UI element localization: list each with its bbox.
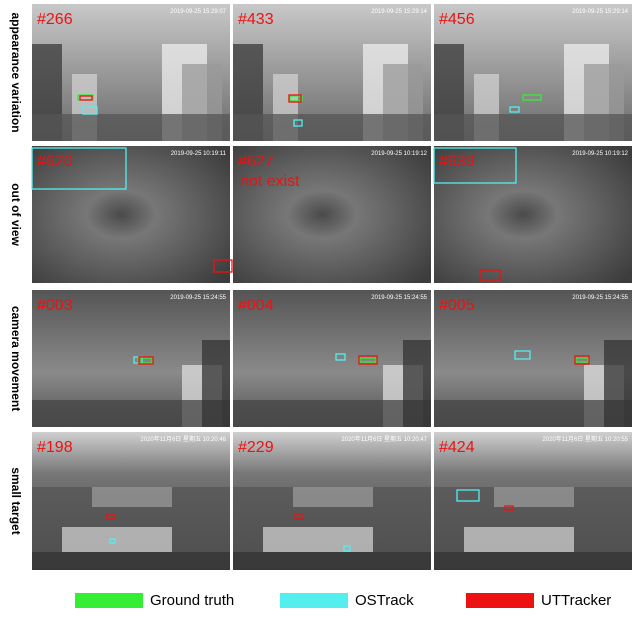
frame-panel: 2019-09-25 10:19:11 #620 [32, 146, 230, 283]
frame-panel: 2019-09-25 15:29:14 #456 [434, 4, 632, 141]
frame-panel: 2019-09-25 15:29:07 #266 [32, 4, 230, 141]
figure: appearance variation 2019-09-25 15:29:07 #… [0, 0, 637, 613]
timestamp: 2019-09-25 10:19:11 [171, 151, 227, 157]
scene-shape [403, 340, 431, 427]
frame-panel: 2019-09-25 15:29:14 #433 [233, 4, 431, 141]
frame-panel: 2019-09-25 10:19:12 #639 [434, 146, 632, 283]
legend-label: Ground truth [150, 592, 234, 609]
legend-label: OSTrack [355, 592, 414, 609]
row-label: camera movement [9, 306, 23, 411]
timestamp: 2019-09-25 15:29:14 [572, 9, 628, 15]
timestamp: 2020年11月6日 星期五 10:20:55 [542, 435, 628, 443]
frame-panel: 2020年11月6日 星期五 10:20:46 #198 [32, 432, 230, 570]
scene-shape [233, 552, 431, 570]
scene-shape [32, 400, 230, 427]
scene-shape [434, 400, 632, 427]
scene-shape [32, 114, 230, 141]
scene-shape [293, 487, 373, 507]
scene-shape [202, 340, 230, 427]
frame-id: #005 [439, 297, 475, 314]
timestamp: 2020年11月6日 星期五 10:20:46 [140, 435, 226, 443]
frame-panel: 2019-09-25 10:19:12 #627 not exist [233, 146, 431, 283]
scene-shape [233, 114, 431, 141]
scene-shape [263, 527, 373, 552]
frame-id: #424 [439, 439, 475, 456]
scene-shape [464, 527, 574, 552]
frame-panel: 2019-09-25 15:24:55 #003 [32, 290, 230, 427]
page: appearance variation 2019-09-25 15:29:07 #… [0, 0, 637, 613]
timestamp: 2020年11月6日 星期五 10:20:47 [341, 435, 427, 443]
row-label: out of view [9, 183, 23, 246]
legend-swatch [75, 593, 143, 608]
legend-swatch [466, 593, 534, 608]
frame-panel: 2020年11月6日 星期五 10:20:47 #229 [233, 432, 431, 570]
timestamp: 2019-09-25 15:29:07 [170, 9, 226, 15]
frame-id: #456 [439, 11, 475, 28]
frame-id: #620 [37, 153, 73, 170]
scene-shape [434, 552, 632, 570]
scene-shape [92, 487, 172, 507]
timestamp: 2019-09-25 10:19:12 [572, 151, 628, 157]
timestamp: 2019-09-25 15:29:14 [371, 9, 427, 15]
timestamp: 2019-09-25 15:24:55 [572, 295, 628, 301]
frame-id: #198 [37, 439, 73, 456]
frame-panel: 2019-09-25 15:24:55 #005 [434, 290, 632, 427]
frame-id: #639 [439, 153, 475, 170]
frame-id: #433 [238, 11, 274, 28]
frame-id: #229 [238, 439, 274, 456]
scene-shape [62, 527, 172, 552]
scene-shape [604, 340, 632, 427]
legend-swatch [280, 593, 348, 608]
timestamp: 2019-09-25 15:24:55 [371, 295, 427, 301]
timestamp: 2019-09-25 15:24:55 [170, 295, 226, 301]
frame-id: #627 [238, 153, 274, 170]
timestamp: 2019-09-25 10:19:12 [371, 151, 427, 157]
scene-shape [32, 552, 230, 570]
row-label: appearance variation [9, 12, 23, 132]
frame-id: #003 [37, 297, 73, 314]
frame-id: #004 [238, 297, 274, 314]
frame-id: #266 [37, 11, 73, 28]
scene-shape [494, 487, 574, 507]
legend-label: UTTracker [541, 592, 611, 609]
frame-note: not exist [240, 173, 300, 190]
scene-shape [233, 400, 431, 427]
scene-shape [434, 114, 632, 141]
frame-panel: 2019-09-25 15:24:55 #004 [233, 290, 431, 427]
row-label: small target [9, 467, 23, 534]
